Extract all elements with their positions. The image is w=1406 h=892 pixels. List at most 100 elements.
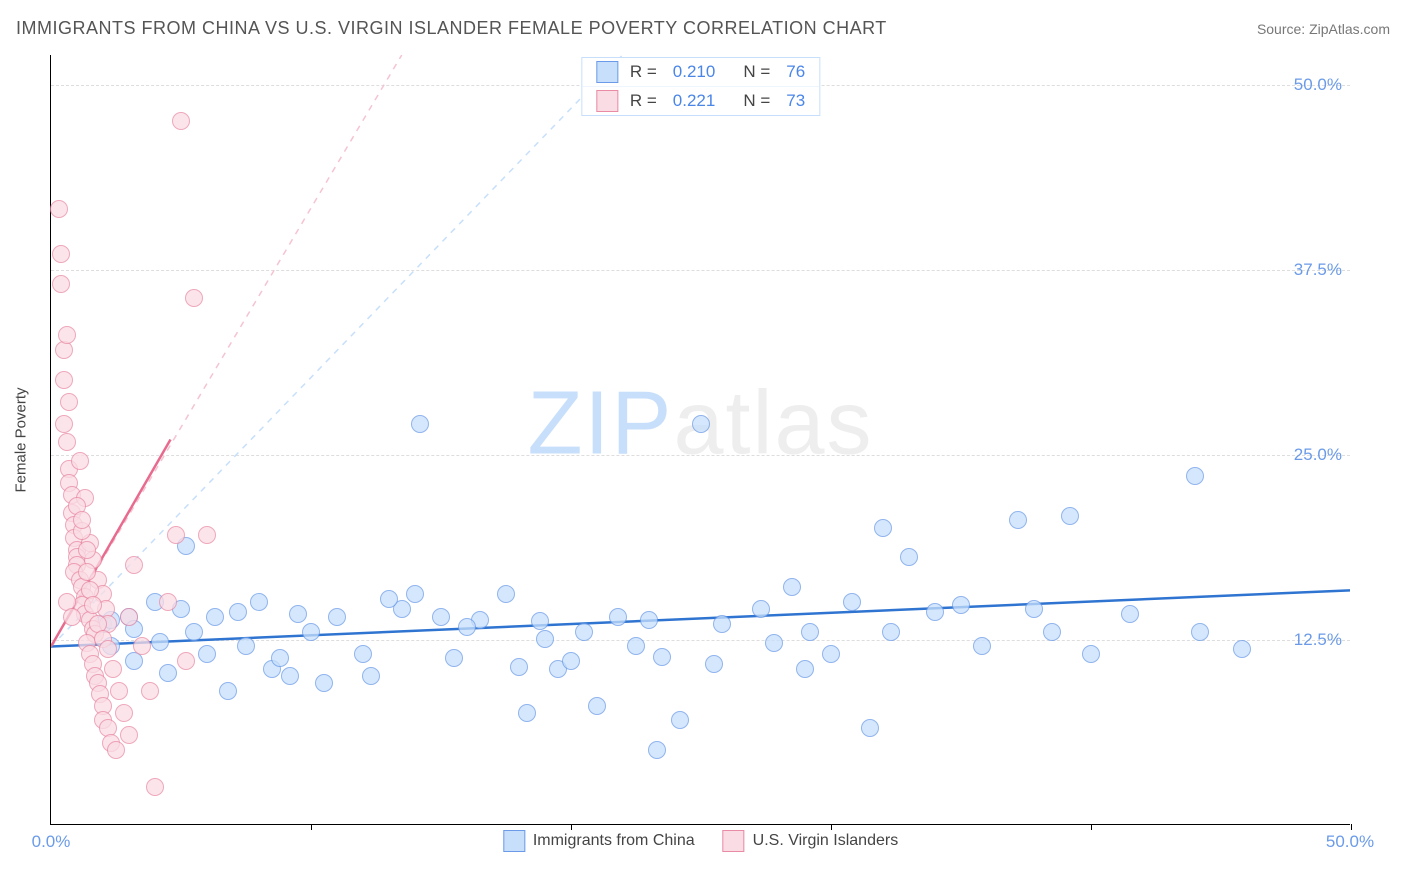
scatter-point — [380, 590, 398, 608]
scatter-point — [900, 548, 918, 566]
scatter-point — [609, 608, 627, 626]
scatter-point — [874, 519, 892, 537]
scatter-point — [172, 112, 190, 130]
legend-label-usvi: U.S. Virgin Islanders — [753, 832, 899, 850]
scatter-point — [151, 633, 169, 651]
scatter-point — [518, 704, 536, 722]
x-max-label: 50.0% — [1326, 832, 1374, 852]
grid-line — [51, 270, 1350, 271]
scatter-point — [159, 593, 177, 611]
scatter-point — [271, 649, 289, 667]
scatter-point — [237, 637, 255, 655]
swatch-usvi-bottom — [723, 830, 745, 852]
scatter-point — [562, 652, 580, 670]
scatter-point — [159, 664, 177, 682]
scatter-point — [1082, 645, 1100, 663]
n-label: N = — [743, 91, 770, 111]
r-value-china: 0.210 — [673, 62, 716, 82]
scatter-point — [167, 526, 185, 544]
scatter-point — [1191, 623, 1209, 641]
scatter-point — [289, 605, 307, 623]
chart-header: IMMIGRANTS FROM CHINA VS U.S. VIRGIN ISL… — [16, 18, 1390, 39]
scatter-point — [229, 603, 247, 621]
y-tick-label: 25.0% — [1294, 445, 1342, 465]
scatter-point — [531, 612, 549, 630]
scatter-point — [78, 563, 96, 581]
scatter-point — [354, 645, 372, 663]
scatter-point — [882, 623, 900, 641]
n-value-usvi: 73 — [786, 91, 805, 111]
scatter-point — [1009, 511, 1027, 529]
chart-title: IMMIGRANTS FROM CHINA VS U.S. VIRGIN ISL… — [16, 18, 887, 39]
scatter-point — [1186, 467, 1204, 485]
scatter-point — [588, 697, 606, 715]
scatter-point — [133, 637, 151, 655]
scatter-point — [120, 726, 138, 744]
scatter-point — [783, 578, 801, 596]
scatter-point — [315, 674, 333, 692]
x-tick-mark — [1351, 824, 1352, 830]
scatter-point — [411, 415, 429, 433]
grid-line — [51, 455, 1350, 456]
scatter-point — [52, 275, 70, 293]
scatter-point — [141, 682, 159, 700]
scatter-point — [206, 608, 224, 626]
r-value-usvi: 0.221 — [673, 91, 716, 111]
scatter-point — [50, 200, 68, 218]
scatter-point — [281, 667, 299, 685]
correlation-legend: R = 0.210 N = 76 R = 0.221 N = 73 — [581, 57, 820, 116]
scatter-point — [765, 634, 783, 652]
chart-source: Source: ZipAtlas.com — [1257, 21, 1390, 37]
scatter-point — [861, 719, 879, 737]
y-tick-label: 12.5% — [1294, 630, 1342, 650]
scatter-point — [843, 593, 861, 611]
n-value-china: 76 — [786, 62, 805, 82]
scatter-point — [692, 415, 710, 433]
scatter-point — [536, 630, 554, 648]
scatter-point — [52, 245, 70, 263]
legend-item-usvi: U.S. Virgin Islanders — [723, 830, 899, 852]
source-label: Source: — [1257, 21, 1305, 37]
scatter-point — [115, 704, 133, 722]
scatter-point — [177, 652, 195, 670]
scatter-point — [1061, 507, 1079, 525]
scatter-point — [58, 433, 76, 451]
scatter-point — [926, 603, 944, 621]
r-label: R = — [630, 62, 657, 82]
watermark-zip: ZIP — [527, 374, 673, 474]
scatter-point — [497, 585, 515, 603]
scatter-point — [219, 682, 237, 700]
scatter-point — [71, 452, 89, 470]
y-tick-label: 50.0% — [1294, 75, 1342, 95]
scatter-point — [973, 637, 991, 655]
scatter-point — [55, 415, 73, 433]
n-label: N = — [743, 62, 770, 82]
scatter-point — [705, 655, 723, 673]
scatter-point — [952, 596, 970, 614]
scatter-point — [406, 585, 424, 603]
scatter-point — [60, 393, 78, 411]
scatter-point — [752, 600, 770, 618]
scatter-point — [796, 660, 814, 678]
scatter-point — [146, 778, 164, 796]
scatter-point — [110, 682, 128, 700]
x-tick-mark — [1091, 824, 1092, 830]
legend-item-china: Immigrants from China — [503, 830, 695, 852]
scatter-point — [627, 637, 645, 655]
scatter-point — [713, 615, 731, 633]
legend-label-china: Immigrants from China — [533, 832, 695, 850]
scatter-point — [107, 741, 125, 759]
scatter-point — [510, 658, 528, 676]
scatter-point — [84, 596, 102, 614]
scatter-point — [63, 608, 81, 626]
scatter-point — [185, 623, 203, 641]
scatter-point — [185, 289, 203, 307]
scatter-point — [78, 541, 96, 559]
swatch-usvi — [596, 90, 618, 112]
swatch-china-bottom — [503, 830, 525, 852]
scatter-point — [99, 640, 117, 658]
scatter-point — [362, 667, 380, 685]
y-axis-label: Female Poverty — [13, 387, 30, 492]
scatter-point — [445, 649, 463, 667]
scatter-point — [1043, 623, 1061, 641]
